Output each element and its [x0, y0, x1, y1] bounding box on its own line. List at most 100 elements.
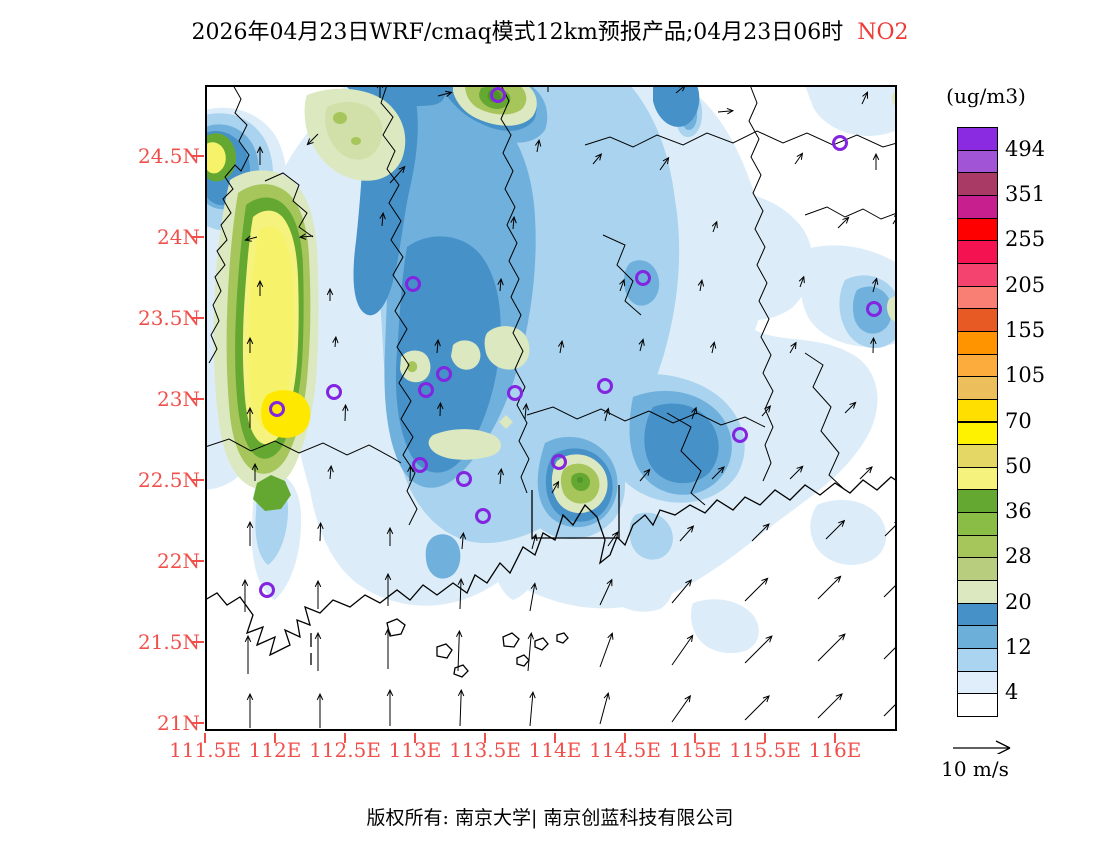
- colorbar-cell: [957, 240, 998, 264]
- wind-arrow: [386, 526, 394, 546]
- station-marker: [418, 382, 434, 398]
- wind-arrow: [244, 634, 252, 674]
- colorbar-tick-label: 105: [1005, 363, 1046, 388]
- wind-arrow: [379, 211, 386, 227]
- wind-arrow: [607, 531, 619, 547]
- lat-tick-mark: [192, 317, 204, 319]
- station-marker: [436, 366, 452, 382]
- station-marker: [597, 378, 613, 394]
- wind-arrow: [316, 692, 324, 728]
- station-marker: [551, 454, 567, 470]
- wind-arrow: [332, 335, 339, 348]
- colorbar: [957, 127, 998, 717]
- wind-arrow: [789, 465, 804, 480]
- wind-arrow: [386, 688, 394, 726]
- wind-arrow: [717, 107, 735, 115]
- wind-arrow: [870, 336, 877, 354]
- lat-tick-label: 23.5N: [137, 306, 200, 330]
- station-markers-layer: [259, 87, 882, 598]
- wind-arrow: [314, 579, 322, 609]
- wind-arrow: [457, 577, 465, 610]
- wind-arrow: [859, 466, 873, 480]
- wind-arrow: [510, 215, 517, 230]
- colorbar-cell: [957, 648, 998, 672]
- lon-tick-mark: [624, 733, 626, 743]
- colorbar-cell: [957, 602, 998, 627]
- pollutant-label: NO2: [857, 20, 909, 45]
- colorbar-tick-label: 20: [1005, 589, 1032, 614]
- wind-arrow: [306, 133, 319, 146]
- wind-arrow: [326, 287, 334, 301]
- wind-arrow: [246, 692, 254, 728]
- wind-arrow: [671, 579, 693, 604]
- wind-arrow: [246, 406, 254, 428]
- station-marker: [732, 427, 748, 443]
- colorbar-cell: [957, 376, 998, 400]
- colorbar-cell: [957, 285, 998, 310]
- wind-arrow: [529, 582, 538, 612]
- wind-arrow: [761, 405, 772, 417]
- colorbar-tick-label: 12: [1005, 635, 1032, 660]
- station-marker: [475, 508, 491, 524]
- wind-arrow: [522, 402, 530, 420]
- wind-arrow: [639, 468, 651, 482]
- wind-arrow: [825, 519, 846, 540]
- wind-arrows-layer: [241, 85, 897, 728]
- colorbar-cell: [957, 217, 998, 242]
- lat-tick-label: 24N: [157, 225, 200, 249]
- colorbar-tick-label: 351: [1005, 181, 1046, 206]
- colorbar-tick-label: 36: [1005, 499, 1032, 524]
- map-panel: [205, 85, 897, 731]
- colorbar-cell: [957, 580, 998, 604]
- wind-arrow: [241, 578, 249, 612]
- lon-tick-mark: [414, 733, 416, 743]
- wind-arrow: [751, 523, 770, 542]
- lon-tick-mark: [554, 733, 556, 743]
- colorbar-cell: [957, 557, 998, 582]
- colorbar-cell: [957, 398, 998, 423]
- wind-arrow: [844, 401, 857, 414]
- lon-tick-mark: [344, 733, 346, 743]
- lon-tick-mark: [834, 733, 836, 743]
- wind-arrow: [384, 572, 392, 606]
- wind-arrow: [459, 531, 467, 550]
- colorbar-cell: [957, 512, 998, 536]
- colorbar-tick-label: 255: [1005, 227, 1046, 252]
- colorbar-cell: [957, 262, 998, 287]
- wind-arrow: [659, 156, 670, 171]
- station-marker: [412, 457, 428, 473]
- wind-arrow: [861, 91, 869, 105]
- lat-tick-label: 22N: [157, 549, 200, 573]
- wind-arrow: [883, 583, 897, 598]
- lat-tick-mark: [192, 236, 204, 238]
- station-marker: [259, 582, 275, 598]
- colorbar-cell: [957, 172, 998, 196]
- wind-arrow: [497, 277, 504, 292]
- colorbar-tick-label: 50: [1005, 453, 1032, 478]
- lat-tick-mark: [192, 560, 204, 562]
- wind-arrow: [744, 695, 770, 721]
- wind-arrow: [837, 216, 850, 229]
- wind-arrow: [455, 629, 463, 672]
- page-title: 2026年04月23日WRF/cmaq模式12km预报产品;04月23日06时 N…: [60, 14, 1040, 46]
- lon-tick-mark: [694, 733, 696, 743]
- wind-arrow: [437, 401, 444, 417]
- wind-arrow: [342, 403, 349, 422]
- wind-arrow: [551, 480, 560, 494]
- wind-arrow: [497, 467, 505, 485]
- colorbar-cell: [957, 127, 998, 151]
- wind-arrow: [711, 220, 718, 233]
- wind-arrow: [389, 165, 406, 184]
- wind-arrow: [671, 634, 694, 666]
- colorbar-cell: [957, 353, 998, 378]
- wind-arrow: [817, 693, 843, 719]
- wind-arrow: [711, 466, 725, 480]
- colorbar-tick-label: 205: [1005, 272, 1046, 297]
- wind-arrow: [557, 340, 565, 354]
- lon-tick-mark: [764, 733, 766, 743]
- wind-arrow: [599, 578, 613, 606]
- wind-arrow: [592, 153, 603, 165]
- wind-arrow: [437, 90, 453, 97]
- colorbar-cell: [957, 489, 998, 514]
